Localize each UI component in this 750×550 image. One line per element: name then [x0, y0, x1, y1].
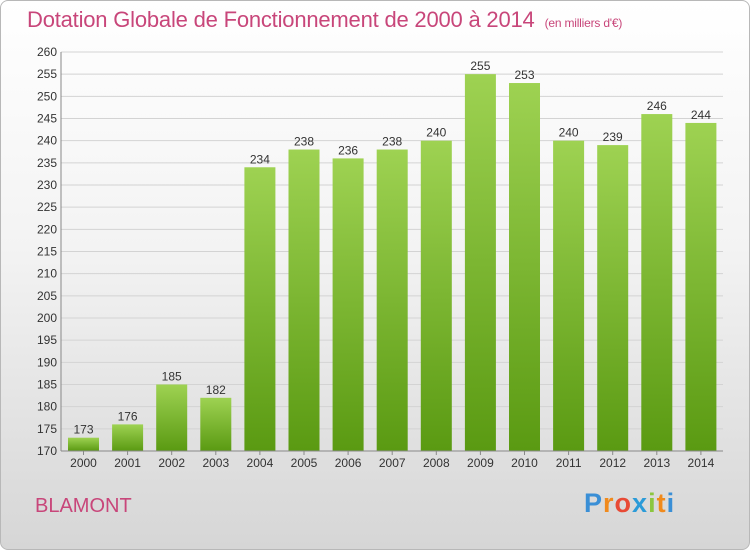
y-tick-label: 230: [37, 178, 57, 192]
bar: [112, 424, 144, 451]
data-label: 255: [470, 59, 490, 73]
x-tick-labels: 2000 2001 2002 2003 2004 2005 2006 2007 2008 2009…: [70, 456, 714, 470]
bar: [464, 74, 496, 452]
data-label: 234: [250, 152, 270, 166]
x-tick-label: 2005: [291, 456, 318, 470]
logo-letter: P: [584, 488, 604, 518]
x-tick-label: 2013: [643, 456, 670, 470]
data-label: 238: [382, 135, 402, 149]
logo-letter: o: [614, 488, 633, 518]
y-tick-label: 240: [37, 134, 57, 148]
commune-name: BLAMONT: [35, 495, 132, 517]
value-labels: 173 176 185 182 234 238 236 238 240 255 253 240 239 2…: [73, 59, 711, 437]
y-tick-label: 185: [37, 378, 57, 392]
y-tick-label: 260: [37, 45, 57, 59]
logo-letter: x: [632, 488, 649, 518]
bar: [597, 145, 629, 451]
logo-letter: t: [656, 488, 667, 518]
data-label: 173: [73, 423, 93, 437]
logo-letter: r: [603, 488, 615, 518]
bars: [68, 74, 717, 452]
bar: [288, 149, 320, 452]
y-tick-label: 175: [37, 422, 57, 436]
x-tick-label: 2008: [423, 456, 450, 470]
x-tick-label: 2002: [158, 456, 185, 470]
bar: [332, 158, 364, 451]
x-tick-label: 2006: [335, 456, 362, 470]
y-tick-labels: 170 175 180 185 190 195 200 205 210 215 220 225 230 2…: [37, 45, 57, 458]
data-label: 240: [559, 126, 579, 140]
y-tick-label: 225: [37, 200, 57, 214]
data-label: 239: [603, 130, 623, 144]
y-tick-label: 210: [37, 267, 57, 281]
x-tick-label: 2014: [688, 456, 715, 470]
x-tick-label: 2001: [114, 456, 141, 470]
axes: [60, 52, 723, 455]
y-tick-label: 195: [37, 333, 57, 347]
bar: [68, 437, 99, 451]
x-tick-label: 2004: [247, 456, 274, 470]
bar: [685, 122, 717, 451]
bar: [553, 140, 585, 451]
y-tick-label: 255: [37, 67, 57, 81]
bar: [376, 149, 408, 452]
y-tick-label: 220: [37, 222, 57, 236]
data-label: 240: [426, 126, 446, 140]
bar: [244, 167, 276, 451]
x-tick-label: 2000: [70, 456, 97, 470]
x-tick-label: 2007: [379, 456, 406, 470]
bar: [156, 384, 188, 451]
y-tick-label: 205: [37, 289, 57, 303]
data-label: 176: [118, 409, 138, 423]
proxiti-logo: Proxiti: [584, 488, 675, 519]
y-tick-label: 170: [37, 444, 57, 458]
data-label: 185: [162, 370, 182, 384]
bar: [420, 140, 452, 451]
data-label: 246: [647, 99, 667, 113]
y-tick-label: 200: [37, 311, 57, 325]
x-tick-label: 2011: [556, 456, 582, 470]
y-tick-label: 215: [37, 245, 57, 259]
logo-letter: i: [666, 488, 676, 518]
chart-unit: (en milliers d'€): [544, 16, 623, 30]
data-label: 238: [294, 135, 314, 149]
logo-letter: i: [648, 488, 657, 518]
data-label: 182: [206, 383, 226, 397]
data-label: 244: [691, 108, 711, 122]
bar: [641, 114, 673, 452]
x-tick-label: 2012: [599, 456, 626, 470]
y-tick-label: 250: [37, 89, 57, 103]
chart-title-text: Dotation Globale de Fonctionnement de 20…: [27, 7, 535, 32]
chart-title: Dotation Globale de Fonctionnement de 20…: [27, 7, 622, 33]
y-tick-label: 235: [37, 156, 57, 170]
bar: [509, 83, 540, 452]
data-label: 253: [514, 68, 534, 82]
y-tick-label: 245: [37, 112, 57, 126]
y-tick-label: 180: [37, 400, 57, 414]
x-tick-label: 2003: [202, 456, 229, 470]
x-tick-label: 2009: [467, 456, 494, 470]
data-label: 236: [338, 143, 358, 157]
x-tick-label: 2010: [511, 456, 538, 470]
bar: [200, 397, 232, 451]
y-tick-label: 190: [37, 355, 57, 369]
